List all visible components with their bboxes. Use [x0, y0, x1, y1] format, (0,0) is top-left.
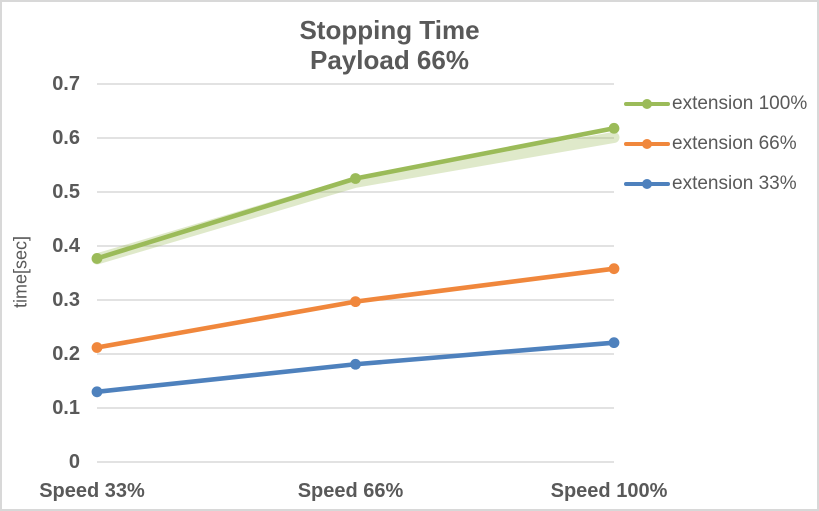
y-tick-label: 0: [68, 451, 80, 473]
data-point-marker: [608, 337, 620, 349]
legend-label: extension 100%: [672, 93, 808, 114]
y-tick-label: 0.7: [52, 73, 80, 95]
legend-item-extension-33: extension 33%: [624, 164, 807, 204]
data-point-marker: [91, 253, 103, 264]
data-point-marker: [91, 342, 103, 353]
line-marker-icon: [624, 178, 670, 190]
legend: extension 100% extension 66% extension 3…: [624, 84, 807, 204]
y-tick-label: 0.6: [52, 127, 80, 149]
data-point-marker: [350, 173, 361, 184]
x-axis-label: Speed 33%: [39, 480, 145, 502]
y-tick-label: 0.3: [52, 289, 80, 311]
data-point-marker: [350, 296, 361, 308]
legend-label: extension 66%: [672, 133, 797, 154]
data-point-marker: [608, 122, 620, 134]
x-axis-label: Speed 100%: [550, 480, 668, 502]
y-tick-label: 0.1: [52, 397, 80, 419]
series-line-extension-66-: [94, 266, 617, 350]
chart-title: Stopping Time Payload 66%: [2, 15, 777, 75]
legend-item-extension-66: extension 66%: [624, 124, 807, 164]
data-point-marker: [608, 263, 620, 275]
legend-label: extension 33%: [672, 173, 797, 194]
data-point-marker: [91, 386, 103, 398]
y-tick-label: 0.5: [52, 181, 80, 203]
line-marker-icon: [624, 98, 670, 110]
series-shadow-extension-100: [91, 131, 620, 265]
chart-title-line1: Stopping Time: [299, 15, 480, 45]
y-tick-label: 0.2: [52, 343, 80, 365]
chart-title-line2: Payload 66%: [310, 45, 469, 75]
data-point-marker: [350, 358, 361, 370]
legend-item-extension-100: extension 100%: [624, 84, 807, 124]
y-tick-label: 0.4: [52, 235, 80, 257]
x-axis-label: Speed 66%: [297, 480, 404, 502]
line-marker-icon: [624, 138, 670, 150]
